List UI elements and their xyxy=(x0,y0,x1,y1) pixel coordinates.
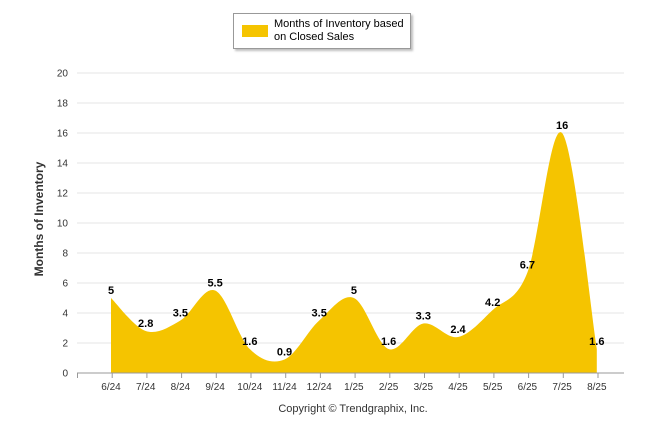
x-tick-label: 1/25 xyxy=(344,382,364,393)
x-axis-ticks: 6/24 7/24 8/24 9/24 10/24 11/24 12/24 1/25 2/25 3… xyxy=(77,373,607,393)
data-labels: 5 2.8 3.5 5.5 1.6 0.9 3.5 5 1.6 3.3 2.4 4.2 6.7 16 1.6 xyxy=(108,120,605,359)
y-tick-label: 12 xyxy=(57,189,69,200)
copyright-text: Copyright © Trendgraphix, Inc. xyxy=(278,403,428,415)
data-label: 5 xyxy=(351,285,357,297)
x-tick-label: 11/24 xyxy=(272,382,297,393)
x-tick-label: 4/25 xyxy=(448,382,468,393)
data-label: 1.6 xyxy=(589,336,604,348)
x-tick-label: 8/24 xyxy=(171,382,191,393)
x-tick-label: 12/24 xyxy=(307,382,332,393)
x-tick-label: 10/24 xyxy=(237,382,262,393)
x-tick-label: 6/24 xyxy=(101,382,121,393)
legend-label-line1: Months of Inventory based xyxy=(274,18,404,30)
x-tick-label: 3/25 xyxy=(414,382,434,393)
data-label: 2.4 xyxy=(450,324,466,336)
data-label: 5.5 xyxy=(207,278,222,290)
data-label: 1.6 xyxy=(242,336,257,348)
area-series xyxy=(111,132,597,373)
x-tick-label: 6/25 xyxy=(518,382,538,393)
data-label: 1.6 xyxy=(381,336,396,348)
x-tick-label: 5/25 xyxy=(483,382,503,393)
y-tick-label: 18 xyxy=(57,99,69,110)
x-tick-label: 9/24 xyxy=(205,382,225,393)
x-tick-label: 2/25 xyxy=(379,382,399,393)
y-tick-label: 16 xyxy=(57,129,69,140)
x-tick-label: 7/25 xyxy=(552,382,572,393)
data-label: 5 xyxy=(108,285,114,297)
data-label: 2.8 xyxy=(138,318,153,330)
y-axis-ticks: 0 2 4 6 8 10 12 14 16 18 20 xyxy=(57,69,69,380)
legend-swatch xyxy=(242,25,268,37)
x-tick-label: 8/25 xyxy=(587,382,607,393)
legend-label: Months of Inventory based on Closed Sale… xyxy=(274,18,410,44)
y-tick-label: 14 xyxy=(57,159,69,170)
y-tick-label: 10 xyxy=(57,219,69,230)
data-label: 3.5 xyxy=(173,308,188,320)
x-tick-label: 7/24 xyxy=(136,382,156,393)
y-tick-label: 8 xyxy=(62,249,68,260)
y-tick-label: 2 xyxy=(62,339,68,350)
y-tick-label: 20 xyxy=(57,69,69,80)
grid-lines xyxy=(77,72,624,344)
data-label: 3.5 xyxy=(312,308,327,320)
y-tick-label: 0 xyxy=(62,369,68,380)
y-axis-label: Months of Inventory xyxy=(32,161,46,277)
legend: Months of Inventory based on Closed Sale… xyxy=(233,13,411,49)
data-label: 4.2 xyxy=(485,297,500,309)
data-label: 16 xyxy=(556,120,568,132)
data-label: 0.9 xyxy=(277,347,292,359)
y-tick-label: 6 xyxy=(62,279,68,290)
data-label: 6.7 xyxy=(520,260,535,272)
y-tick-label: 4 xyxy=(62,309,68,320)
data-label: 3.3 xyxy=(416,311,431,323)
legend-label-line2: on Closed Sales xyxy=(274,31,355,43)
